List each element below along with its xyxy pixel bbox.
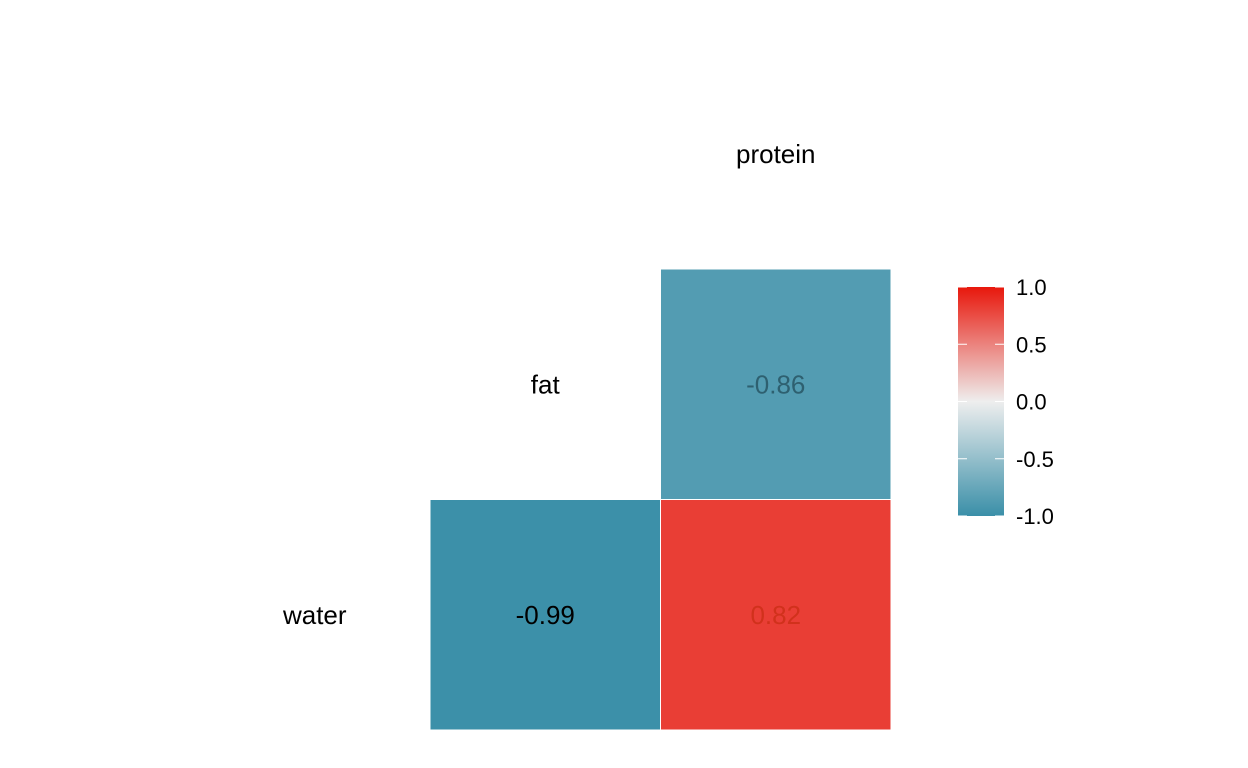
- color-legend: 1.0 0.5 0.0 -0.5 -1.0: [958, 275, 1054, 529]
- legend-tick-label: -0.5: [1016, 447, 1054, 472]
- cell-value-label-fat-protein: -0.86: [746, 369, 805, 399]
- legend-tick-label: 1.0: [1016, 275, 1047, 300]
- legend-tick-label: 0.5: [1016, 332, 1047, 357]
- variable-label-water: water: [282, 600, 347, 630]
- heatmap-cells: [429, 268, 892, 731]
- variable-labels: water fat protein: [282, 139, 816, 630]
- variable-label-fat: fat: [531, 369, 561, 399]
- cell-value-label-water-fat: -0.99: [516, 600, 575, 630]
- legend-tick-label: -1.0: [1016, 504, 1054, 529]
- variable-label-protein: protein: [736, 139, 816, 169]
- heatmap-cell-water-protein: [660, 499, 892, 731]
- heatmap-cell-labels: -0.86 -0.99 0.82: [516, 369, 806, 630]
- cell-value-label-water-protein: 0.82: [750, 600, 801, 630]
- heatmap-cell-water-fat: [429, 499, 661, 731]
- legend-tick-label: 0.0: [1016, 390, 1047, 415]
- heatmap-cell-fat-protein: [660, 268, 892, 500]
- legend-ticks: 1.0 0.5 0.0 -0.5 -1.0: [958, 275, 1054, 529]
